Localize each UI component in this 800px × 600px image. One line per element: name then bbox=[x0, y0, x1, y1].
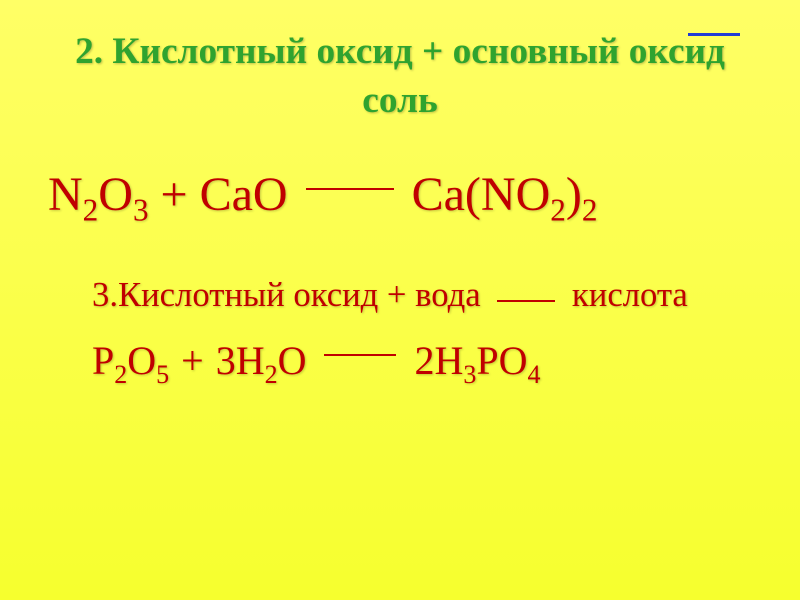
eq1-t1a: N bbox=[48, 168, 83, 221]
eq1-arrow bbox=[306, 188, 394, 190]
slide-title: 2. Кислотный оксид + основный оксид соль bbox=[48, 28, 752, 125]
title-line-2: соль bbox=[48, 77, 752, 126]
eq1-t3b: ) bbox=[566, 168, 582, 221]
eq2-t1a: P bbox=[92, 338, 114, 383]
sub-caption-arrow bbox=[497, 300, 555, 302]
eq1-t3a: Ca(NO bbox=[412, 168, 551, 221]
equation-1: N2O3 + CaO Ca(NO2)2 bbox=[48, 167, 752, 222]
eq2-t3s2: 4 bbox=[528, 360, 541, 389]
eq1-plus: + bbox=[161, 167, 188, 222]
eq2-t1s1: 2 bbox=[114, 360, 127, 389]
equation-2: P2O5 + 3H2O 2H3PO4 bbox=[92, 337, 752, 384]
eq1-term1: N2O3 bbox=[48, 167, 149, 222]
eq2-arrow bbox=[324, 354, 396, 356]
eq2-t1s2: 5 bbox=[156, 360, 169, 389]
eq2-term1: P2O5 bbox=[92, 337, 169, 384]
eq1-term3: Ca(NO2)2 bbox=[412, 167, 598, 222]
title-underline-accent bbox=[688, 33, 740, 36]
eq2-t3s1: 3 bbox=[463, 360, 476, 389]
title-line-1: 2. Кислотный оксид + основный оксид bbox=[48, 28, 752, 77]
eq2-t1b: O bbox=[127, 338, 156, 383]
eq2-t3a: 2H bbox=[414, 338, 463, 383]
eq1-t3s2: 2 bbox=[582, 193, 598, 228]
eq2-t2b: O bbox=[278, 338, 307, 383]
slide: 2. Кислотный оксид + основный оксид соль… bbox=[0, 0, 800, 600]
sub-caption-post: кислота bbox=[563, 276, 688, 314]
eq1-t1b: O bbox=[98, 168, 133, 221]
sub-caption-pre: 3.Кислотный оксид + вода bbox=[92, 276, 489, 314]
eq1-t1s1: 2 bbox=[83, 193, 99, 228]
eq2-plus: + bbox=[181, 337, 204, 384]
eq2-t2s1: 2 bbox=[265, 360, 278, 389]
eq1-t3s1: 2 bbox=[550, 193, 566, 228]
eq1-term2: CaO bbox=[200, 167, 288, 222]
eq2-t2a: 3H bbox=[216, 338, 265, 383]
eq2-term2: 3H2O bbox=[216, 337, 307, 384]
eq2-term3: 2H3PO4 bbox=[414, 337, 540, 384]
sub-caption: 3.Кислотный оксид + вода кислота bbox=[92, 276, 752, 315]
eq1-t1s2: 3 bbox=[133, 193, 149, 228]
eq2-t3b: PO bbox=[476, 338, 527, 383]
